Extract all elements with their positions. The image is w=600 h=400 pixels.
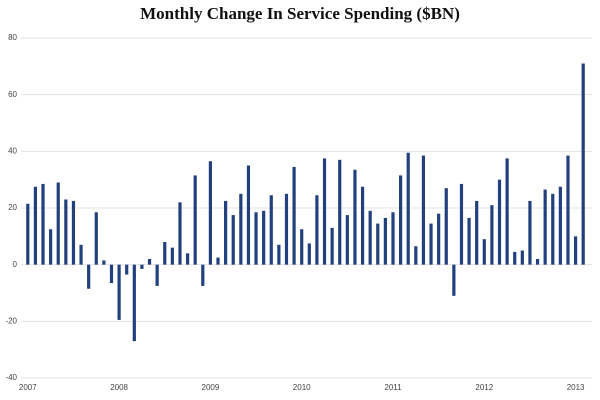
bar	[376, 223, 380, 265]
bar	[170, 247, 174, 265]
bar	[437, 213, 441, 265]
y-tick-label: 20	[8, 203, 17, 212]
bar	[535, 259, 540, 265]
bar	[79, 244, 83, 265]
bar	[125, 264, 129, 275]
bar	[155, 264, 159, 286]
bar	[292, 166, 296, 265]
bar	[140, 264, 144, 269]
bar	[163, 242, 167, 265]
bar	[33, 186, 38, 265]
bar	[41, 183, 45, 265]
bar	[49, 229, 53, 265]
bar	[566, 155, 570, 265]
bar	[399, 175, 403, 265]
bar	[452, 264, 456, 296]
bar	[178, 202, 182, 265]
y-tick-label: 0	[13, 260, 18, 269]
bar	[185, 253, 190, 265]
bar	[581, 63, 585, 265]
y-tick-label: 60	[8, 90, 17, 99]
x-tick-label: 2008	[110, 383, 128, 392]
bar	[429, 223, 433, 265]
bar	[444, 188, 448, 265]
bar	[87, 264, 91, 289]
bar	[26, 203, 30, 265]
bar	[353, 169, 357, 265]
bar	[208, 161, 212, 265]
bar	[558, 186, 562, 265]
bar	[300, 229, 304, 265]
bar	[414, 246, 418, 265]
bar	[322, 158, 327, 265]
bar	[94, 212, 98, 265]
bar	[109, 264, 114, 284]
x-tick-label: 2007	[19, 383, 37, 392]
y-tick-label: -40	[5, 373, 17, 382]
bar	[497, 179, 502, 265]
bar	[551, 193, 555, 265]
bar	[505, 158, 509, 265]
bar	[345, 215, 349, 265]
x-tick-label: 2011	[384, 383, 402, 392]
bar	[391, 212, 395, 265]
bar	[132, 264, 136, 342]
bar	[254, 212, 258, 265]
bar	[421, 155, 426, 265]
bar	[224, 200, 228, 265]
bar	[513, 251, 517, 265]
bar	[482, 239, 486, 265]
bar	[459, 183, 464, 265]
y-tick-label: -20	[5, 316, 17, 325]
bar	[475, 200, 479, 265]
bar	[543, 189, 547, 265]
bar	[71, 200, 76, 265]
bar	[239, 193, 243, 265]
bar	[490, 205, 494, 265]
bar	[528, 200, 532, 265]
y-tick-label: 40	[8, 146, 17, 155]
bar	[383, 217, 387, 265]
bar	[117, 264, 121, 320]
bar	[368, 210, 372, 265]
x-tick-label: 2010	[293, 383, 311, 392]
bar	[201, 264, 205, 286]
x-tick-label: 2013	[567, 383, 585, 392]
bar	[307, 243, 311, 265]
bar	[102, 260, 106, 265]
chart-title: Monthly Change In Service Spending ($BN)	[140, 4, 460, 23]
bar	[246, 165, 251, 265]
bar	[360, 186, 365, 265]
x-tick-label: 2009	[202, 383, 220, 392]
bar	[315, 195, 319, 265]
bar	[277, 244, 281, 265]
bar	[193, 175, 197, 265]
bar	[467, 217, 471, 265]
bar	[284, 193, 289, 265]
bar	[64, 199, 68, 265]
bar	[406, 152, 410, 265]
bar	[330, 227, 334, 265]
y-tick-label: 80	[8, 33, 17, 42]
bar	[56, 182, 60, 265]
bar	[262, 210, 266, 265]
bar	[231, 215, 235, 265]
bar	[573, 236, 578, 265]
bar	[216, 257, 220, 265]
bar	[338, 159, 342, 265]
x-tick-label: 2012	[475, 383, 493, 392]
bar	[147, 259, 152, 265]
bar	[269, 195, 273, 265]
bar	[520, 250, 524, 265]
